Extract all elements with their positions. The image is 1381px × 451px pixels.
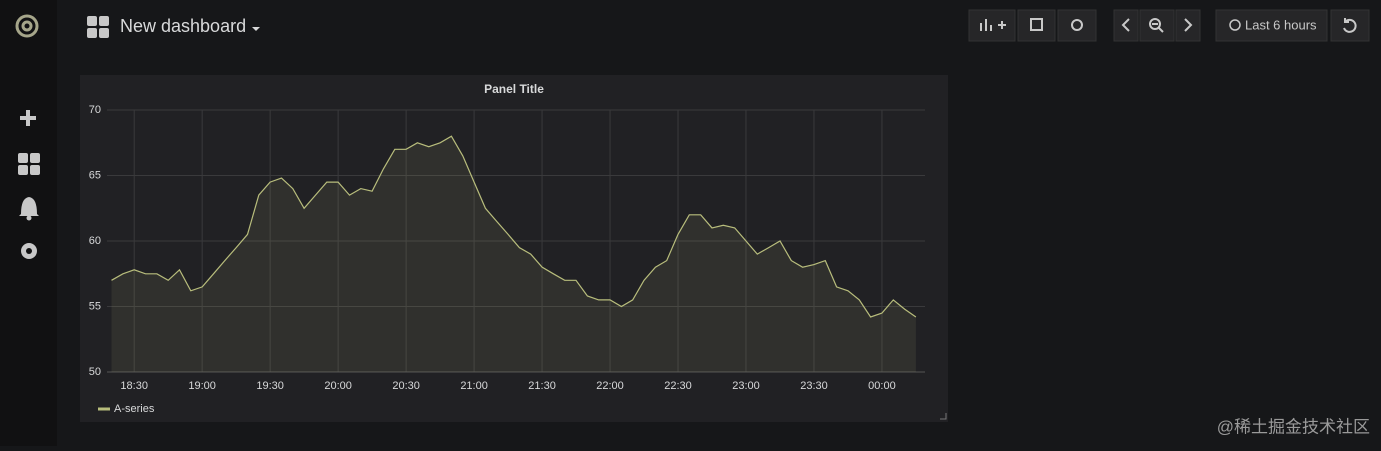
x-tick-label: 00:00: [868, 380, 896, 392]
toolbar: [968, 9, 1370, 42]
grafana-logo[interactable]: [15, 14, 39, 38]
x-tick-label: 23:30: [800, 380, 828, 392]
time-back-button[interactable]: [1113, 9, 1139, 42]
sidebar: [0, 0, 57, 446]
series-line: [111, 135, 917, 318]
dashboard-picker[interactable]: New dashboard: [87, 16, 260, 38]
y-tick-label: 65: [89, 169, 101, 181]
x-tick-label: 22:30: [664, 380, 692, 392]
x-tick-label: 20:30: [392, 380, 420, 392]
resize-handle[interactable]: [940, 413, 947, 420]
x-tick-label: 18:30: [120, 380, 148, 392]
y-tick-label: 60: [89, 235, 101, 247]
alerting-icon[interactable]: [19, 197, 39, 221]
settings-button[interactable]: [1057, 9, 1097, 42]
save-button[interactable]: [1017, 9, 1056, 42]
time-range-label: Last 6 hours: [1245, 17, 1317, 32]
create-icon[interactable]: [20, 110, 36, 126]
x-tick-label: 21:00: [460, 380, 488, 392]
watermark: @稀土掘金技术社区: [1217, 417, 1370, 436]
y-tick-label: 50: [89, 366, 101, 378]
y-tick-label: 55: [89, 300, 101, 312]
graph-panel: Panel Title 50 55 60 65 70 18:30 19:00 19:30 20:…: [80, 75, 948, 422]
x-tick-label: 23:00: [732, 380, 760, 392]
config-icon[interactable]: [21, 243, 37, 259]
time-forward-button[interactable]: [1175, 9, 1201, 42]
dashboard-title: New dashboard: [120, 16, 246, 36]
legend-label: A-series: [114, 403, 155, 415]
panel-background: [80, 75, 948, 422]
time-picker[interactable]: [1215, 9, 1328, 42]
dashboards-icon[interactable]: [18, 153, 40, 175]
series-area: [111, 136, 916, 372]
refresh-button[interactable]: [1330, 9, 1370, 42]
x-tick-label: 20:00: [324, 380, 352, 392]
x-tick-label: 19:30: [256, 380, 284, 392]
x-tick-label: 19:00: [188, 380, 216, 392]
panel-title: Panel Title: [484, 82, 544, 96]
y-tick-label: 70: [89, 104, 101, 116]
zoom-out-button[interactable]: [1139, 9, 1175, 42]
x-tick-label: 22:00: [596, 380, 624, 392]
x-tick-label: 21:30: [528, 380, 556, 392]
